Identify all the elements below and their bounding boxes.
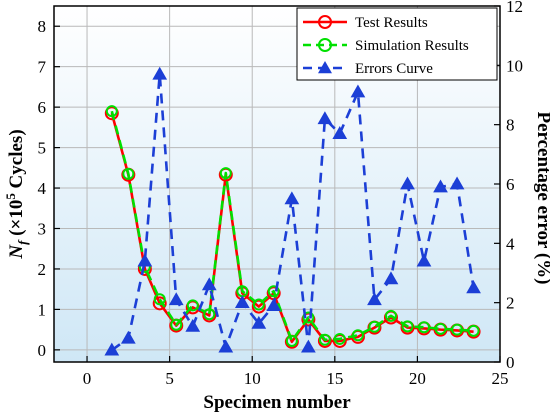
point-simulation-results — [368, 320, 381, 333]
x-axis-title: Specimen number — [203, 392, 351, 413]
point-errors-curve — [168, 292, 184, 306]
y-right-tick-label: 6 — [506, 175, 515, 194]
point-simulation-results — [451, 323, 464, 336]
point-errors-curve — [284, 191, 300, 205]
series-layer — [104, 66, 481, 356]
point-errors-curve — [383, 271, 399, 285]
legend-swatch-marker-simulation-results — [318, 38, 332, 52]
y-left-tick-label: 0 — [38, 341, 47, 360]
x-tick-label: 20 — [409, 369, 426, 388]
y-left-tick-label: 1 — [38, 300, 47, 319]
series-line-simulation-results — [110, 110, 474, 343]
x-tick-label: 10 — [244, 369, 261, 388]
point-test-results — [301, 312, 316, 327]
point-test-results — [251, 299, 266, 314]
legend-label-test-results: Test Results — [355, 15, 428, 31]
y-right-tick-label: 8 — [506, 116, 515, 135]
x-tick-label: 5 — [165, 369, 174, 388]
y-left-tick-label: 5 — [38, 139, 47, 158]
point-errors-curve — [152, 66, 168, 80]
y-axis-right-title: Percentage error (%) — [533, 111, 550, 284]
point-simulation-results — [153, 293, 166, 306]
point-simulation-results — [333, 332, 346, 345]
grid-lines — [54, 6, 500, 362]
point-simulation-results — [267, 285, 280, 298]
point-simulation-results — [401, 320, 414, 333]
point-simulation-results — [252, 298, 265, 311]
point-simulation-results — [122, 167, 135, 180]
point-errors-curve — [234, 295, 250, 309]
y-axis-left-title-sub: f — [15, 239, 30, 245]
point-errors-curve — [266, 298, 282, 312]
y-axis-left-title-main: N — [6, 244, 27, 260]
point-errors-curve — [317, 111, 333, 125]
point-simulation-results — [467, 324, 480, 337]
y-right-tick-label: 4 — [506, 234, 515, 253]
point-test-results — [104, 106, 119, 121]
point-test-results — [152, 296, 167, 311]
point-simulation-results — [434, 322, 447, 335]
point-errors-curve — [120, 330, 136, 344]
y-right-tick-label: 12 — [506, 0, 523, 16]
y-left-tick-label: 4 — [38, 179, 47, 198]
point-errors-curve — [367, 292, 382, 306]
legend-label-simulation-results: Simulation Results — [355, 38, 469, 54]
y-axis-left-title-sup: 5 — [3, 193, 18, 200]
y-left-tick-label: 6 — [38, 98, 47, 117]
point-errors-curve — [466, 280, 481, 294]
y-axis-left-title-post: Cycles) — [6, 129, 27, 193]
y-left-tick-label: 2 — [38, 260, 47, 279]
x-tick-label: 15 — [326, 369, 343, 388]
point-errors-curve — [251, 315, 267, 329]
y-axis-left-title: Nf (×105 Cycles) — [3, 129, 30, 259]
x-tick-label: 0 — [83, 369, 92, 388]
legend-label-errors-curve: Errors Curve — [355, 61, 433, 77]
point-errors-curve — [350, 84, 366, 98]
point-errors-curve — [218, 339, 234, 353]
point-simulation-results — [285, 334, 298, 347]
legend: Test Results Simulation Results Errors Cur… — [296, 7, 498, 81]
point-errors-curve — [137, 253, 153, 267]
point-errors-curve — [433, 179, 448, 193]
y-right-tick-label: 2 — [506, 294, 515, 313]
point-simulation-results — [318, 333, 331, 346]
x-tick-label: 25 — [492, 369, 509, 388]
y-right-tick-label: 0 — [506, 353, 515, 372]
legend-swatch-marker-test-results — [318, 15, 332, 29]
y-right-tick-label: 10 — [506, 56, 523, 75]
y-left-tick-label: 7 — [38, 58, 47, 77]
y-left-tick-label: 8 — [38, 17, 47, 36]
point-simulation-results — [105, 105, 118, 118]
point-test-results — [332, 333, 347, 348]
point-simulation-results — [302, 311, 315, 324]
point-errors-curve — [104, 342, 120, 356]
point-simulation-results — [219, 167, 232, 180]
point-simulation-results — [203, 308, 216, 321]
point-simulation-results — [186, 299, 199, 312]
point-errors-curve — [449, 176, 465, 190]
y-left-tick-label: 3 — [38, 220, 47, 239]
y-axis-left-title-pre: (×10 — [6, 200, 27, 241]
point-errors-curve — [400, 176, 415, 190]
point-errors-curve — [301, 339, 316, 353]
point-simulation-results — [384, 309, 397, 322]
legend-swatch-marker-errors-curve — [318, 61, 332, 74]
point-errors-curve — [201, 277, 217, 291]
point-errors-curve — [185, 318, 201, 332]
point-simulation-results — [351, 329, 364, 342]
point-simulation-results — [170, 318, 183, 331]
point-errors-curve — [332, 126, 348, 139]
point-simulation-results — [418, 321, 431, 334]
point-errors-curve — [416, 253, 432, 267]
